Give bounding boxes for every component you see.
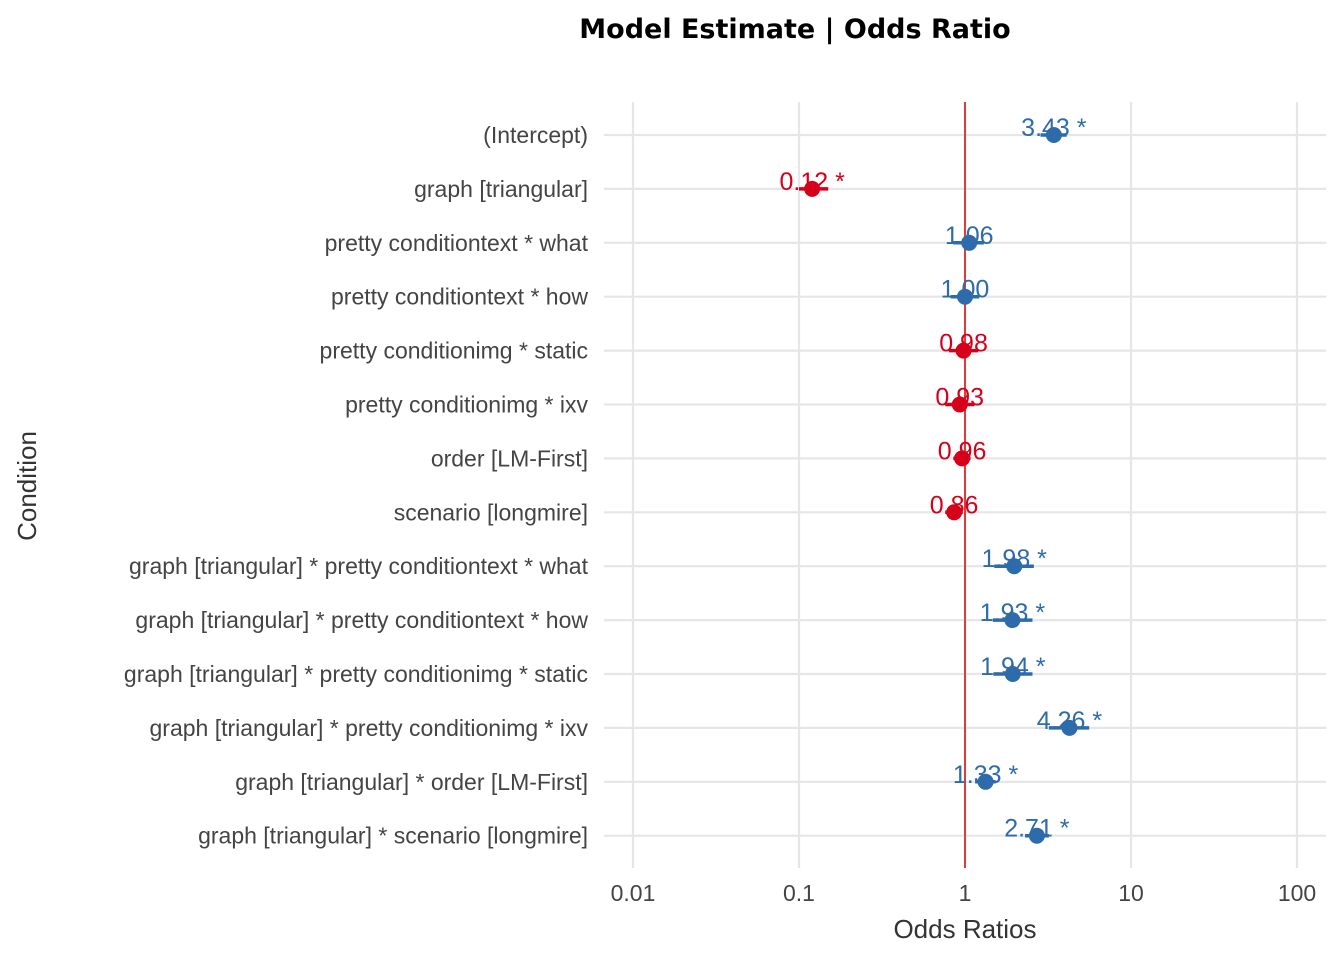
estimate-point: [1045, 127, 1062, 143]
estimate-point: [1004, 666, 1021, 682]
data-label: 0.86: [930, 491, 979, 519]
x-tick-label: 1: [959, 880, 972, 906]
data-label: 0.98: [939, 330, 988, 358]
y-tick-label: graph [triangular] * scenario [longmire]: [198, 823, 588, 849]
y-tick-label: pretty conditionimg * static: [320, 338, 588, 364]
x-tick-label: 10: [1118, 880, 1144, 906]
estimate-points: [804, 127, 1078, 844]
estimate-point: [954, 450, 971, 467]
data-label: 0.12 *: [779, 168, 845, 196]
estimate-point: [1006, 558, 1023, 575]
y-tick-label: graph [triangular] * pretty conditionimg…: [124, 661, 588, 687]
y-tick-label: graph [triangular] * pretty conditiontex…: [129, 553, 589, 579]
estimate-point: [1061, 719, 1078, 736]
x-tick-label: 0.01: [611, 880, 656, 906]
y-tick-label: graph [triangular]: [414, 176, 588, 202]
estimate-point: [1028, 827, 1045, 844]
data-label: 1.98 *: [982, 545, 1048, 573]
data-label: 4.26 *: [1037, 707, 1103, 735]
y-tick-label: graph [triangular] * pretty conditiontex…: [135, 607, 588, 633]
estimate-point: [961, 234, 978, 251]
chart-title: Model Estimate | Odds Ratio: [579, 14, 1010, 45]
estimate-point: [977, 773, 994, 790]
data-labels: 3.43 * 0.12 * 1.06 1.00 0.98 0.93 0.96 0.861.98…: [779, 114, 1102, 843]
estimate-point: [951, 396, 968, 413]
data-label: 2.71 *: [1004, 815, 1070, 843]
data-label: 1.93 *: [980, 599, 1046, 627]
x-axis-tick-labels: 0.01 0.1 1 10 100: [611, 880, 1317, 906]
y-tick-label: pretty conditiontext * what: [325, 230, 589, 256]
data-label: 1.94 *: [980, 653, 1046, 681]
x-tick-label: 100: [1278, 880, 1316, 906]
y-tick-label: (Intercept): [483, 122, 588, 148]
y-tick-label: order [LM-First]: [431, 445, 588, 471]
data-label: 1.33 *: [953, 761, 1019, 789]
x-tick-label: 0.1: [783, 880, 815, 906]
data-label: 0.93: [935, 384, 984, 412]
data-label: 1.00: [941, 276, 990, 304]
estimate-point: [957, 288, 973, 305]
y-axis-tick-labels: (Intercept) graph [triangular] pretty cond…: [124, 122, 589, 849]
estimate-point: [804, 180, 821, 197]
data-label: 0.96: [938, 437, 987, 465]
y-tick-label: scenario [longmire]: [394, 499, 588, 525]
y-tick-label: graph [triangular] * order [LM-First]: [235, 769, 588, 795]
estimate-point: [1004, 612, 1021, 629]
y-axis-title: Condition: [12, 431, 42, 541]
estimate-point: [946, 504, 963, 521]
y-tick-label: pretty conditiontext * how: [331, 284, 588, 310]
y-tick-label: pretty conditionimg * ixv: [345, 392, 588, 418]
data-label: 3.43 *: [1021, 114, 1087, 142]
x-axis-title: Odds Ratios: [893, 914, 1036, 944]
estimate-point: [955, 342, 972, 359]
y-tick-label: graph [triangular] * pretty conditionimg…: [150, 715, 589, 741]
data-label: 1.06: [945, 222, 994, 250]
